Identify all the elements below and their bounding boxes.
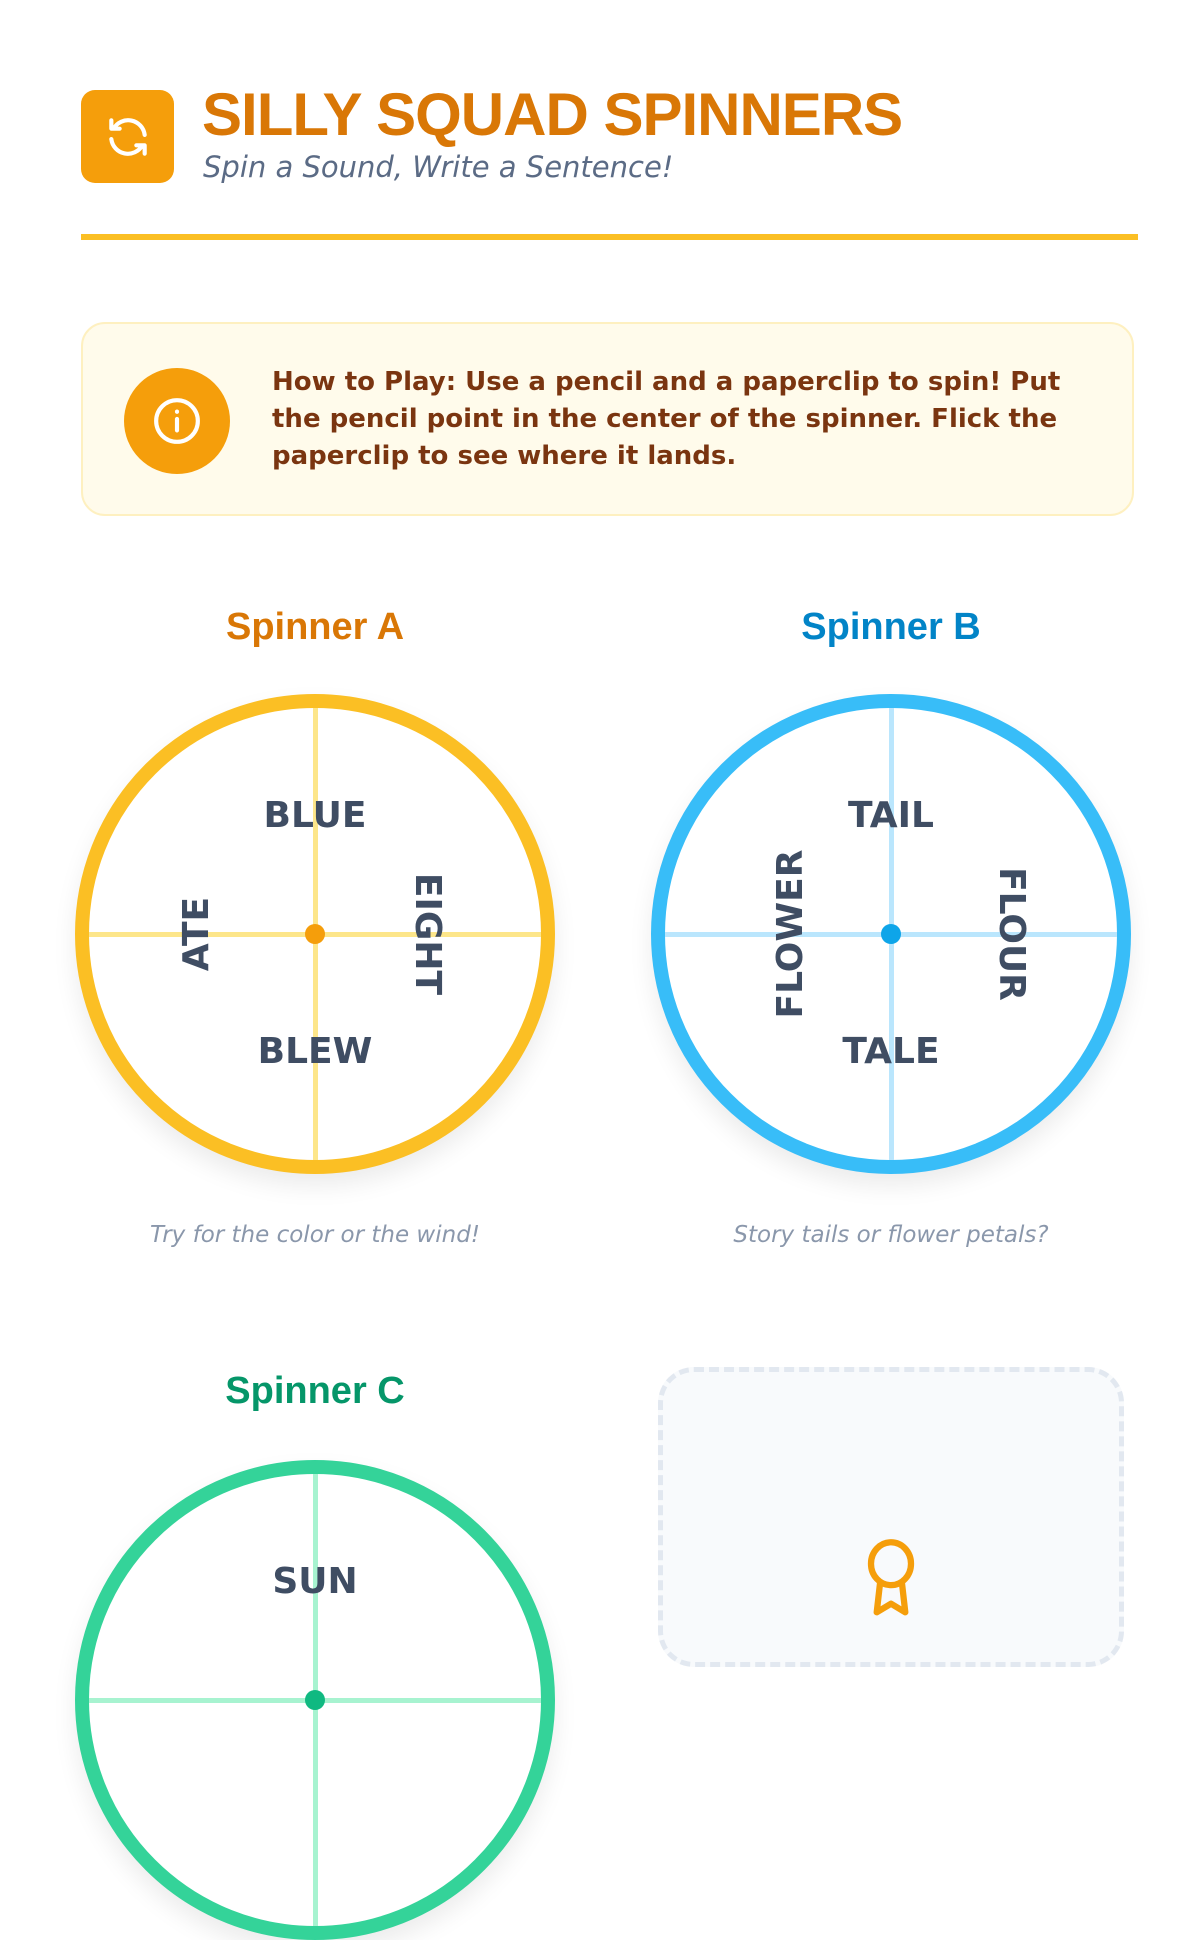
spinner-c-wheel[interactable]: SUN (75, 1460, 555, 1940)
spinner-a-title: Spinner A (225, 606, 405, 648)
spinner-a-wheel[interactable]: BLUE BLEW ATE EIGHT (75, 694, 555, 1174)
info-badge (124, 368, 230, 474)
reward-placeholder-card (658, 1367, 1124, 1667)
header-divider (81, 234, 1138, 240)
spinner-a-caption: Try for the color or the wind! (149, 1222, 481, 1248)
info-icon (154, 398, 200, 444)
word-right: EIGHT (407, 872, 448, 996)
word-bottom: BLEW (257, 1031, 373, 1072)
spinner-b-wheel[interactable]: TAIL TALE FLOWER FLOUR (651, 694, 1131, 1174)
how-to-play-box (81, 322, 1134, 516)
word-top: BLUE (263, 795, 367, 836)
logo (81, 90, 174, 183)
center-dot (305, 924, 325, 944)
page-title: SILLY SQUAD SPINNERS (202, 81, 903, 148)
award-icon (867, 1539, 915, 1616)
word-top: SUN (272, 1561, 358, 1602)
refresh-icon (108, 117, 147, 156)
word-right: FLOUR (991, 867, 1032, 1001)
word-bottom: TALE (842, 1031, 940, 1072)
spinner-b-title: Spinner B (801, 606, 981, 648)
word-top: TAIL (848, 795, 934, 836)
how-to-play-text: How to Play: Use a pencil and a papercli… (272, 367, 1061, 471)
center-dot (305, 1690, 325, 1710)
spinner-b-caption: Story tails or flower petals? (733, 1222, 1049, 1248)
center-dot (881, 924, 901, 944)
page-subtitle: Spin a Sound, Write a Sentence! (203, 150, 674, 184)
word-left: ATE (176, 896, 217, 972)
word-left: FLOWER (770, 849, 811, 1019)
spinner-c-title: Spinner C (225, 1370, 405, 1412)
